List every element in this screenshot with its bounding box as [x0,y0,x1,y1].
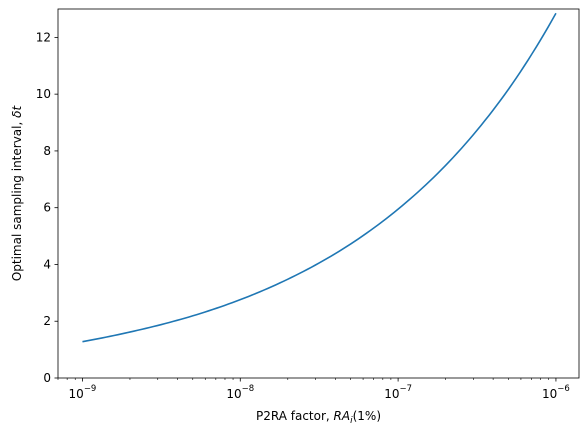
x-axis-label: P2RA factor, RAi(1%) [256,409,381,426]
series-line [82,12,557,343]
x-axis-label-text: P2RA factor, [256,409,334,423]
y-tick-label: 8 [43,144,51,158]
y-tick-label: 6 [43,201,51,215]
x-tick-label: 10−8 [226,384,254,401]
y-tick-label: 2 [43,314,51,328]
y-axis-label-text: Optimal sampling interval, [10,118,24,281]
x-tick-label: 10−7 [384,384,412,401]
x-axis-label-subscript: i [350,416,353,426]
y-tick-label: 12 [36,30,51,44]
x-tick-label: 10−9 [69,384,97,401]
x-tick-label: 10−6 [542,384,570,401]
series-layer [82,12,557,343]
y-axis-ticks: 0 2 4 6 8 10 12 [36,30,58,385]
plot-area-frame [57,8,580,379]
y-tick-label: 10 [36,87,51,101]
y-axis-label-math: δt [10,105,24,118]
y-tick-label: 4 [43,257,51,271]
x-axis-label-math: RA [334,409,351,423]
x-axis-ticks: 10−9 10−8 10−7 10−6 [69,378,570,401]
x-axis-label-suffix: (1%) [353,409,381,423]
y-axis-label: Optimal sampling interval, δt [10,105,24,282]
y-tick-label: 0 [43,371,51,385]
